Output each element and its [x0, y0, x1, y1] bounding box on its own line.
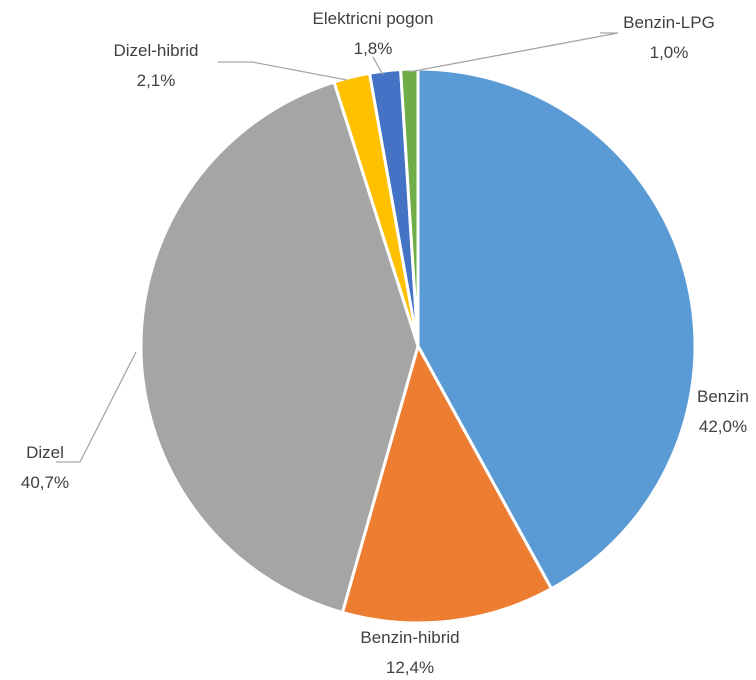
slice-label-value-dizel: 40,7% — [21, 473, 69, 492]
slice-labels: Benzin 42,0% Benzin-hibrid 12,4% Dizel 40,7% D… — [21, 9, 749, 677]
slice-label-name-elektricni-pogon: Elektricni pogon — [313, 9, 434, 28]
pie-slices — [139, 67, 697, 625]
pie-slice-benzin-hibrid — [340, 344, 553, 625]
slice-label-name-benzin: Benzin — [697, 387, 749, 406]
slice-label-value-dizel-hibrid: 2,1% — [137, 71, 176, 90]
leader-lines — [56, 32, 619, 463]
slice-label-name-dizel: Dizel — [26, 443, 64, 462]
leader-line-elektricni-pogon — [372, 56, 384, 76]
slice-label-name-dizel-hibrid: Dizel-hibrid — [113, 41, 198, 60]
pie-slice-benzin-lpg — [399, 67, 420, 348]
pie-slice-benzin — [416, 67, 697, 591]
slice-label-value-benzin-hibrid: 12,4% — [386, 658, 434, 677]
leader-line-dizel-hibrid — [218, 61, 348, 81]
slice-label-value-benzin: 42,0% — [699, 417, 747, 436]
slice-label-value-benzin-lpg: 1,0% — [650, 43, 689, 62]
slice-label-name-benzin-hibrid: Benzin-hibrid — [360, 628, 459, 647]
slice-label-value-elektricni-pogon: 1,8% — [354, 39, 393, 58]
leader-line-dizel — [56, 351, 137, 463]
pie-slice-dizel — [139, 80, 420, 614]
slice-label-name-benzin-lpg: Benzin-LPG — [623, 13, 715, 32]
leader-line-benzin-lpg — [408, 32, 619, 73]
